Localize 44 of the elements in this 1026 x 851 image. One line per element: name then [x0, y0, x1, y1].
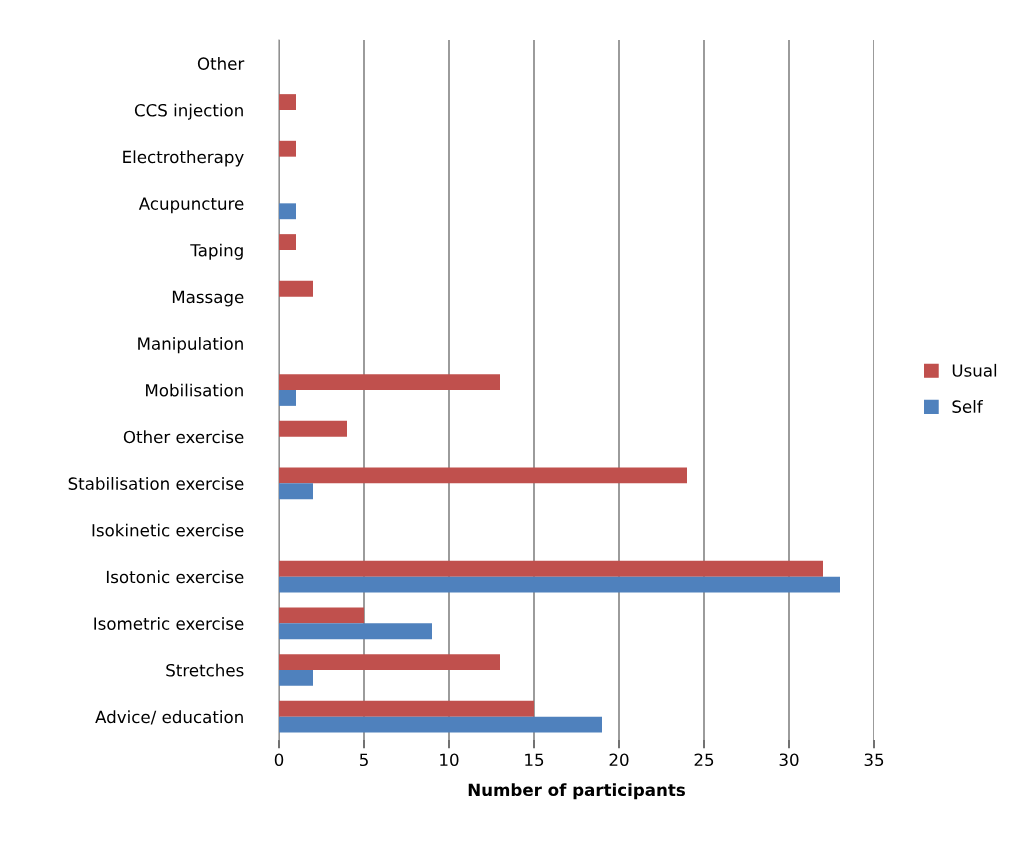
bar	[279, 203, 296, 220]
bar	[279, 670, 313, 686]
y-tick-label: Other	[197, 57, 245, 70]
bar	[279, 234, 296, 250]
bar	[279, 467, 687, 484]
y-tick-label: Isotonic exercise	[106, 570, 244, 584]
bar	[279, 576, 840, 593]
x-axis-title: Number of participants	[468, 783, 685, 800]
y-tick-label: Other exercise	[123, 430, 244, 444]
bar	[279, 623, 432, 640]
y-tick-label: Isometric exercise	[94, 617, 244, 630]
x-tick-label: 15	[525, 753, 544, 767]
bar	[279, 94, 296, 110]
y-tick-label: Acupuncture	[138, 197, 244, 214]
y-tick-label: Advice/ education	[95, 710, 243, 725]
bar	[279, 374, 500, 390]
x-tick-label: 10	[440, 753, 459, 767]
x-tick-label: 5	[359, 753, 368, 767]
y-tick-label: Electrotherapy	[123, 150, 244, 167]
y-tick-label: Manipulation	[138, 337, 243, 354]
y-tick-label: Mobilisation	[146, 383, 243, 397]
y-tick-label: Stretches	[166, 663, 244, 677]
y-tick-label: Taping	[190, 243, 243, 260]
bar	[279, 560, 823, 577]
bar	[279, 716, 602, 733]
legend-label: Usual	[952, 363, 997, 377]
bar	[279, 420, 347, 437]
y-tick-label: Isokinetic exercise	[92, 523, 244, 537]
bar	[279, 483, 313, 500]
x-tick-label: 30	[779, 753, 799, 767]
x-tick-label: 0	[274, 753, 284, 767]
x-tick-label: 20	[609, 753, 629, 767]
y-tick-label: CCS injection	[134, 103, 243, 120]
bar	[279, 654, 500, 670]
y-tick-label: Stabilisation exercise	[68, 477, 244, 490]
bar	[279, 700, 534, 717]
x-tick-label: 35	[864, 753, 884, 767]
bar	[279, 280, 313, 297]
bar	[279, 140, 296, 157]
bar	[279, 607, 364, 624]
bar	[279, 390, 296, 406]
x-tick-label: 25	[694, 753, 714, 767]
legend-label: Self	[952, 400, 984, 413]
y-tick-label: Massage	[172, 290, 244, 307]
